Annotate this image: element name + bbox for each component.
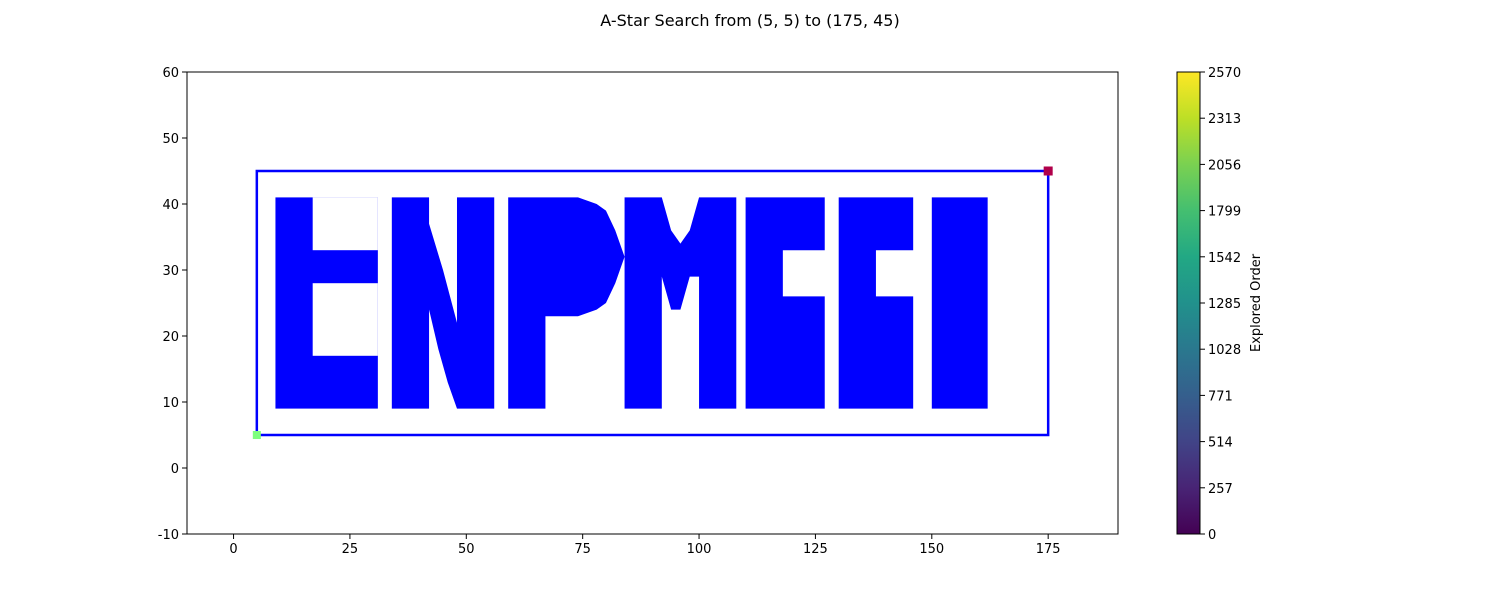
obstacle-letter-p <box>508 197 625 409</box>
y-tick-label: 0 <box>171 462 179 477</box>
chart-title: A-Star Search from (5, 5) to (175, 45) <box>600 11 899 30</box>
x-tick-label: 150 <box>919 542 944 557</box>
x-tick-label: 0 <box>229 542 237 557</box>
goal-marker <box>1043 166 1053 176</box>
obstacle-letter-n <box>391 197 495 409</box>
colorbar-tick-label: 257 <box>1208 482 1233 497</box>
obstacle-hole <box>312 197 378 251</box>
colorbar-label: Explored Order <box>1249 253 1264 352</box>
x-tick-label: 175 <box>1036 542 1061 557</box>
x-tick-label: 25 <box>342 542 359 557</box>
y-tick-label: 40 <box>162 198 179 213</box>
y-tick-label: 10 <box>162 396 179 411</box>
colorbar-tick-label: 1799 <box>1208 205 1241 220</box>
colorbar-tick-label: 0 <box>1208 528 1216 543</box>
x-axis: 0 25 50 75 100 125 150 175 <box>229 534 1061 557</box>
obstacle-letter-c1 <box>745 197 825 409</box>
x-tick-label: 75 <box>574 542 591 557</box>
colorbar-tick-label: 1542 <box>1208 251 1241 266</box>
colorbar-tick-label: 771 <box>1208 389 1233 404</box>
x-tick-label: 50 <box>458 542 475 557</box>
obstacle-letter-i <box>931 197 988 409</box>
obstacle-letter-m <box>624 197 737 409</box>
obstacle-layer <box>275 197 988 409</box>
start-marker <box>252 431 261 439</box>
x-tick-label: 100 <box>687 542 712 557</box>
obstacle-letter-c2 <box>838 197 914 409</box>
colorbar-tick-label: 2056 <box>1208 158 1241 173</box>
y-axis: -10 0 10 20 30 40 50 60 <box>158 66 187 543</box>
plot-area <box>252 166 1053 439</box>
colorbar: 0 257 514 771 1028 1285 1542 1799 2056 2313 2570 E… <box>1176 66 1264 543</box>
plot-frame <box>186 71 1119 535</box>
x-tick-label: 125 <box>803 542 828 557</box>
y-tick-label: 20 <box>162 330 179 345</box>
y-tick-label: 30 <box>162 264 179 279</box>
y-tick-label: 60 <box>162 66 179 81</box>
colorbar-tick-label: 1285 <box>1208 297 1241 312</box>
obstacle-hole <box>312 283 378 356</box>
colorbar-gradient <box>1176 71 1201 535</box>
colorbar-tick-label: 1028 <box>1208 343 1241 358</box>
colorbar-tick-label: 2570 <box>1208 66 1241 81</box>
y-tick-label: 50 <box>162 132 179 147</box>
colorbar-tick-label: 514 <box>1208 436 1233 451</box>
y-tick-label: -10 <box>158 528 179 543</box>
colorbar-ticks: 0 257 514 771 1028 1285 1542 1799 2056 2313 2570 <box>1200 66 1241 543</box>
colorbar-tick-label: 2313 <box>1208 112 1241 127</box>
